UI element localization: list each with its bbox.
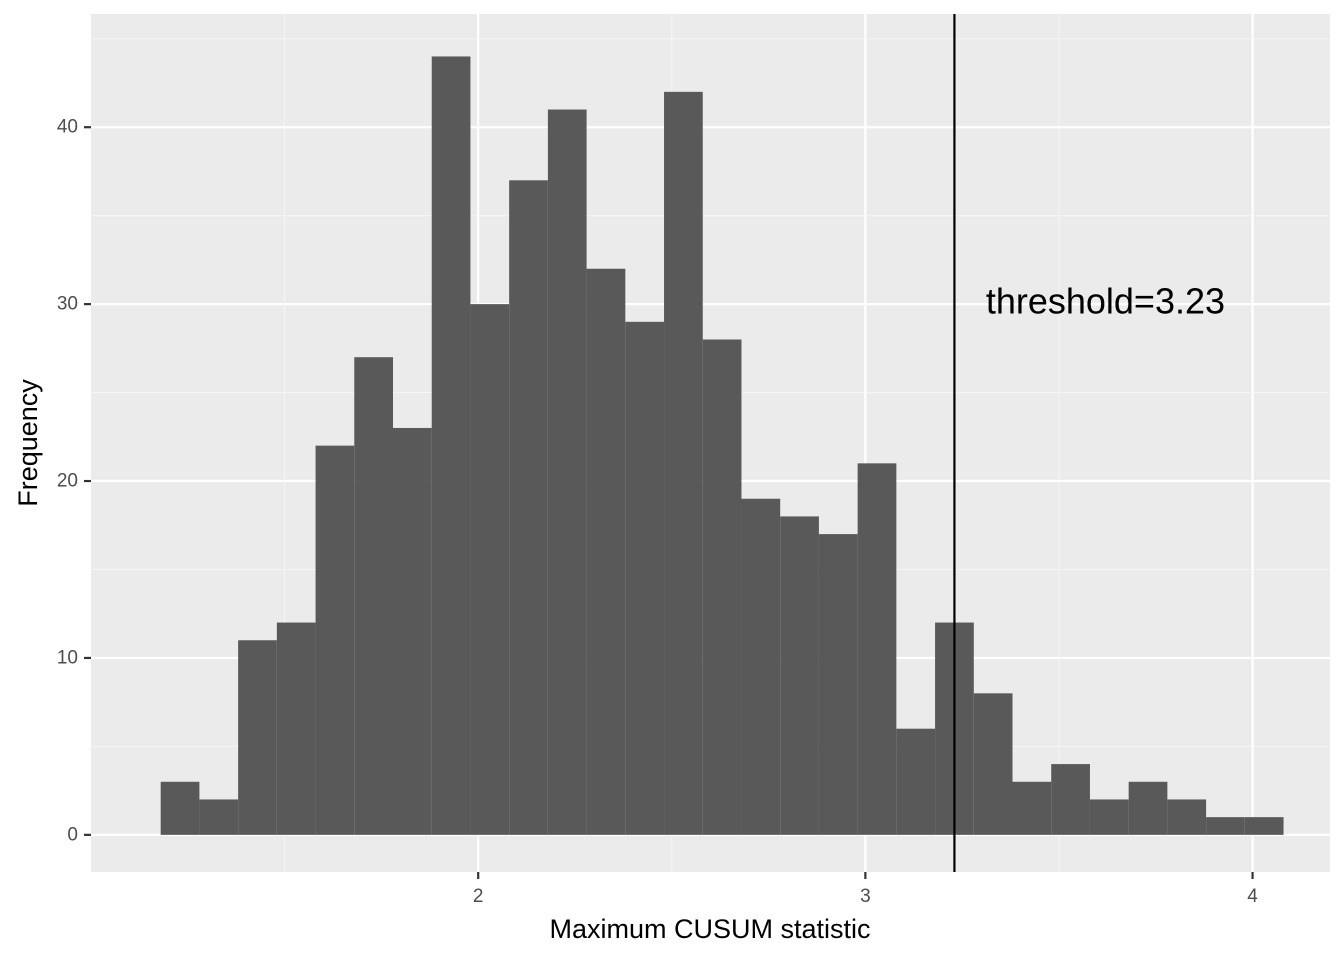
- x-axis-title: Maximum CUSUM statistic: [549, 914, 870, 944]
- histogram-bar: [973, 693, 1013, 835]
- x-axis-ticks: 2 3 4: [473, 872, 1258, 907]
- histogram-bar: [780, 516, 819, 835]
- histogram-bar: [741, 498, 781, 835]
- histogram-bar: [354, 357, 394, 835]
- histogram-bar: [509, 180, 548, 835]
- histogram-bar: [1051, 764, 1090, 835]
- y-tick-label: 10: [57, 647, 78, 668]
- histogram-bar: [238, 640, 277, 835]
- y-tick-label: 20: [57, 471, 78, 492]
- y-axis-ticks: 0 10 20 30 40: [57, 117, 91, 845]
- histogram-bar: [586, 268, 626, 835]
- y-tick-label: 0: [67, 824, 78, 845]
- y-tick-label: 40: [57, 117, 78, 138]
- histogram-bar: [1206, 817, 1245, 835]
- threshold-annotation: threshold=3.23: [986, 281, 1225, 322]
- x-tick-label: 2: [473, 886, 484, 907]
- histogram-bar: [470, 304, 510, 835]
- histogram-bar: [276, 622, 316, 835]
- histogram-bar: [1128, 781, 1168, 835]
- histogram-bar: [702, 339, 742, 835]
- histogram-bar: [1167, 799, 1207, 835]
- histogram-bar: [1089, 799, 1129, 835]
- histogram-bar: [818, 534, 858, 835]
- histogram-bar: [160, 781, 200, 835]
- histogram-bar: [1012, 781, 1052, 835]
- histogram-bars: [160, 56, 1284, 835]
- histogram-bar: [1244, 817, 1284, 835]
- histogram-bar: [199, 799, 239, 835]
- histogram-bar: [857, 463, 897, 835]
- histogram-bar: [393, 427, 432, 835]
- histogram-bar: [547, 109, 587, 835]
- y-tick-label: 30: [57, 294, 78, 315]
- histogram-bar: [315, 445, 355, 835]
- histogram-bar: [664, 91, 703, 835]
- histogram-bar: [431, 56, 471, 835]
- x-tick-label: 3: [860, 886, 871, 907]
- x-tick-label: 4: [1247, 886, 1258, 907]
- histogram-bar: [625, 321, 665, 835]
- y-axis-title: Frequency: [13, 379, 43, 507]
- histogram-bar: [896, 728, 936, 835]
